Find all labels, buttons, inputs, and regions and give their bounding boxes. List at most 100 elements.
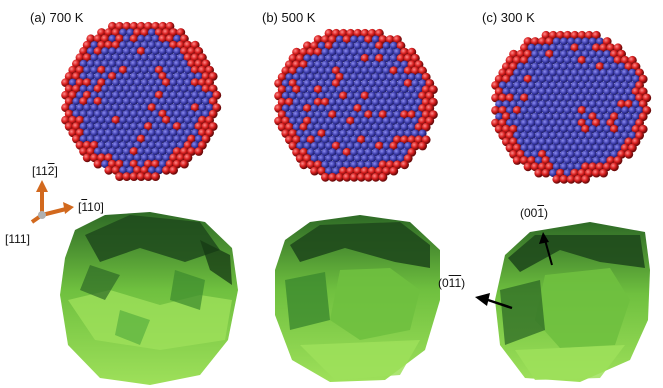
core-atom xyxy=(411,129,420,138)
core-atom xyxy=(325,167,333,176)
core-atom xyxy=(184,116,192,125)
core-atom xyxy=(158,47,167,56)
core-atom xyxy=(86,110,95,118)
core-atom xyxy=(556,144,565,152)
core-atom xyxy=(560,150,568,159)
core-atom xyxy=(296,79,305,88)
core-atom xyxy=(578,93,586,102)
core-atom xyxy=(169,66,178,75)
core-atom xyxy=(86,135,95,143)
core-atom xyxy=(603,100,612,109)
core-atom xyxy=(158,122,167,131)
core-atom xyxy=(502,100,511,109)
surface-atom xyxy=(592,43,601,53)
core-atom xyxy=(180,72,189,81)
surface-atom xyxy=(82,53,92,62)
surface-atom xyxy=(403,79,413,88)
core-atom xyxy=(635,106,644,115)
surface-atom xyxy=(534,168,544,178)
core-atom xyxy=(79,122,88,131)
surface-atom xyxy=(617,99,626,109)
core-atom xyxy=(357,48,366,57)
core-atom xyxy=(353,91,362,100)
surface-atom xyxy=(403,66,413,76)
core-atom xyxy=(386,85,395,94)
surface-atom xyxy=(140,28,150,37)
core-atom xyxy=(382,129,391,138)
core-atom xyxy=(509,100,518,109)
core-atom xyxy=(614,131,622,140)
core-atom xyxy=(346,91,355,100)
core-atom xyxy=(371,35,380,44)
core-atom xyxy=(104,53,113,62)
core-atom xyxy=(162,66,171,75)
core-atom xyxy=(628,81,637,90)
core-atom xyxy=(148,153,156,162)
core-atom xyxy=(599,131,608,140)
core-atom xyxy=(310,154,319,163)
core-atom xyxy=(148,78,156,87)
core-atom xyxy=(350,160,359,169)
core-atom xyxy=(317,104,326,113)
core-atom xyxy=(151,47,160,56)
core-atom xyxy=(516,100,525,109)
core-atom xyxy=(180,135,189,143)
core-atom xyxy=(560,75,568,84)
core-atom xyxy=(191,116,200,125)
core-atom xyxy=(617,75,626,84)
core-atom xyxy=(596,137,604,146)
core-atom xyxy=(173,47,182,56)
core-atom xyxy=(389,129,398,138)
core-atom xyxy=(393,60,402,69)
core-atom xyxy=(527,131,536,140)
core-atom xyxy=(549,56,558,65)
core-atom xyxy=(112,78,120,87)
core-atom xyxy=(552,50,561,59)
core-atom xyxy=(393,98,402,107)
core-atom xyxy=(86,122,95,131)
core-atom xyxy=(332,129,341,138)
core-atom xyxy=(151,147,160,156)
core-atom xyxy=(614,81,622,90)
core-atom xyxy=(122,110,131,118)
core-atom xyxy=(524,62,532,71)
core-atom xyxy=(379,148,387,157)
core-atom xyxy=(581,37,590,46)
surface-atom xyxy=(577,30,587,40)
core-atom xyxy=(321,110,330,119)
core-atom xyxy=(310,142,319,150)
core-atom xyxy=(104,103,113,112)
core-atom xyxy=(158,160,167,169)
core-atom xyxy=(592,156,601,165)
core-atom xyxy=(393,85,402,94)
core-atom xyxy=(314,135,323,144)
surface-atom xyxy=(414,122,424,132)
core-atom xyxy=(574,125,583,134)
core-atom xyxy=(101,147,110,156)
core-atom xyxy=(108,135,117,143)
core-atom xyxy=(285,73,294,82)
core-atom xyxy=(495,100,504,109)
surface-atom xyxy=(118,65,128,75)
core-atom xyxy=(289,91,297,100)
core-atom xyxy=(560,112,568,121)
surface-atom xyxy=(545,37,554,46)
core-atom xyxy=(104,66,113,75)
core-atom xyxy=(112,128,120,137)
core-atom xyxy=(596,112,604,121)
core-atom xyxy=(531,137,540,146)
core-atom xyxy=(578,156,586,165)
core-atom xyxy=(545,137,554,146)
core-atom xyxy=(563,81,572,90)
core-atom xyxy=(542,43,550,52)
surface-atom xyxy=(523,74,533,84)
core-atom xyxy=(115,84,124,93)
core-atom xyxy=(357,160,366,169)
core-atom xyxy=(198,91,207,100)
core-atom xyxy=(343,48,351,57)
core-atom xyxy=(592,131,601,140)
core-atom xyxy=(549,43,558,52)
core-atom xyxy=(94,72,102,81)
surface-atom xyxy=(129,147,139,156)
core-atom xyxy=(570,93,579,102)
